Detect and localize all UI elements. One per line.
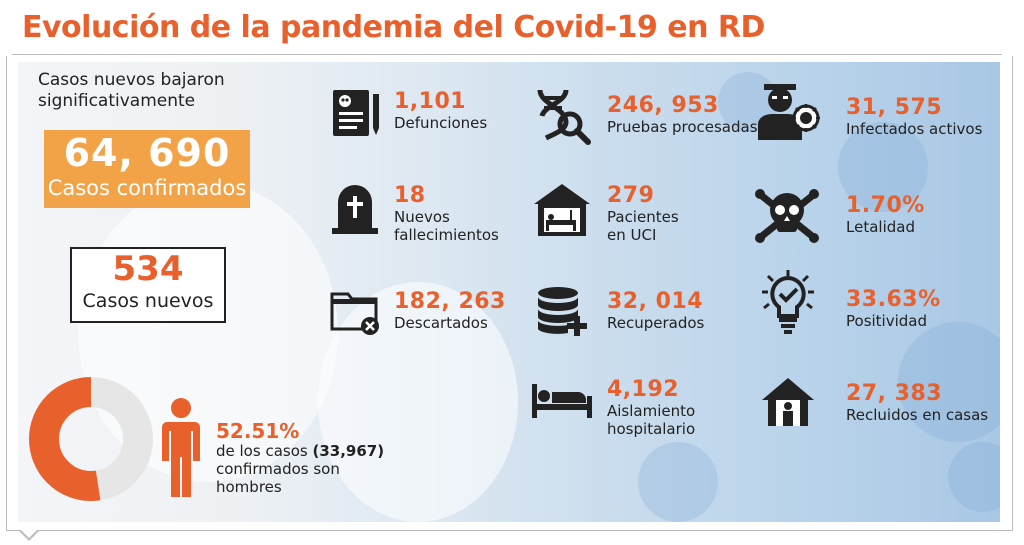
stat-label: Pruebas procesadas — [607, 118, 758, 136]
tombstone-icon — [330, 184, 382, 240]
stat-label-line: en UCI — [607, 226, 657, 244]
stat-label: Descartados — [394, 314, 488, 332]
stat-label: Nuevos fallecimientos — [394, 208, 499, 244]
stat-label-line: fallecimientos — [394, 226, 499, 244]
confirmed-cases-box: 64, 690 Casos confirmados — [44, 130, 250, 208]
stat-value: 32, 014 — [607, 289, 704, 314]
stat-label-line: Nuevos — [394, 208, 450, 226]
title-divider — [12, 54, 1002, 55]
skull-crossbones-icon — [754, 186, 820, 248]
stat-value: 182, 263 — [394, 289, 506, 314]
hospital-icu-icon — [532, 182, 592, 242]
page-title: Evolución de la pandemia del Covid-19 en… — [22, 10, 765, 45]
stat-label: Aislamiento hospitalario — [607, 402, 695, 438]
frame-bottom — [6, 530, 1013, 531]
background-shape — [78, 182, 338, 482]
stat-label-line: hospitalario — [607, 420, 696, 438]
male-share-line: hombres — [216, 478, 282, 496]
stat-value: 246, 953 — [607, 93, 719, 118]
male-share-count: (33,967) — [312, 442, 385, 460]
frame-left — [6, 56, 7, 530]
donut-fill — [29, 377, 153, 501]
stat-recuperados: 32, 014 Recuperados — [607, 289, 705, 333]
confirmed-cases-value: 64, 690 — [63, 131, 231, 175]
virus-shape — [838, 122, 928, 212]
new-cases-value: 534 — [112, 249, 184, 289]
stat-value: 1,101 — [394, 89, 467, 114]
stat-value: 279 — [607, 183, 655, 208]
stat-positividad: 33.63% Positividad — [846, 287, 941, 331]
database-plus-icon — [536, 286, 592, 342]
stat-label-line: Aislamiento — [607, 402, 696, 420]
sick-person-virus-icon — [756, 78, 822, 146]
dna-search-icon — [532, 86, 592, 152]
stat-recluidos: 27, 383 Recluidos en casas — [846, 381, 989, 425]
stat-value: 33.63% — [846, 287, 941, 312]
stat-activos: 31, 575 Infectados activos — [846, 95, 983, 139]
intro-text: Casos nuevos bajaron significativamente — [38, 70, 278, 112]
virus-shape — [638, 442, 718, 522]
callout-pointer-fill — [20, 529, 38, 538]
hospital-bed-icon — [530, 380, 594, 424]
male-share-line: confirmados son — [216, 460, 340, 478]
stat-value: 1.70% — [846, 193, 925, 218]
virus-shape — [948, 442, 1000, 512]
stat-label: Recluidos en casas — [846, 406, 989, 424]
male-share-percent: 52.51% — [216, 419, 300, 443]
frame-right — [1012, 56, 1013, 530]
male-share-text: 52.51% de los casos (33,967) confirmados… — [216, 420, 416, 496]
stat-label: Defunciones — [394, 114, 488, 132]
man-icon — [162, 398, 200, 497]
intro-line: Casos nuevos bajaron — [38, 70, 225, 90]
stat-label: Recuperados — [607, 314, 705, 332]
stat-value: 4,192 — [607, 377, 680, 402]
lightbulb-check-icon — [758, 270, 818, 340]
male-share-line: de los casos — [216, 442, 308, 460]
new-cases-label: Casos nuevos — [82, 290, 214, 312]
stat-nuevos-fallecimientos: 18 Nuevos fallecimientos — [394, 183, 499, 245]
house-person-icon — [760, 376, 816, 432]
stat-value: 27, 383 — [846, 381, 943, 406]
stat-value: 31, 575 — [846, 95, 943, 120]
stat-letalidad: 1.70% Letalidad — [846, 193, 925, 237]
stat-label-line: Pacientes — [607, 208, 679, 226]
stat-uci: 279 Pacientes en UCI — [607, 183, 679, 245]
stat-label: Positividad — [846, 312, 927, 330]
folder-remove-icon — [330, 290, 382, 340]
stat-pruebas: 246, 953 Pruebas procesadas — [607, 93, 758, 137]
stat-aislamiento: 4,192 Aislamiento hospitalario — [607, 377, 695, 439]
male-share-donut — [26, 374, 216, 508]
new-cases-box: 534 Casos nuevos — [70, 247, 226, 323]
virus-shape — [898, 322, 1000, 442]
background-shape — [318, 282, 518, 522]
death-certificate-icon — [330, 88, 384, 144]
stat-label: Letalidad — [846, 218, 915, 236]
stat-label: Pacientes en UCI — [607, 208, 679, 244]
stat-descartados: 182, 263 Descartados — [394, 289, 506, 333]
stat-label: Infectados activos — [846, 120, 983, 138]
stat-value: 18 — [394, 183, 426, 208]
intro-line: significativamente — [38, 91, 196, 111]
confirmed-cases-label: Casos confirmados — [47, 176, 247, 200]
stat-defunciones: 1,101 Defunciones — [394, 89, 488, 133]
